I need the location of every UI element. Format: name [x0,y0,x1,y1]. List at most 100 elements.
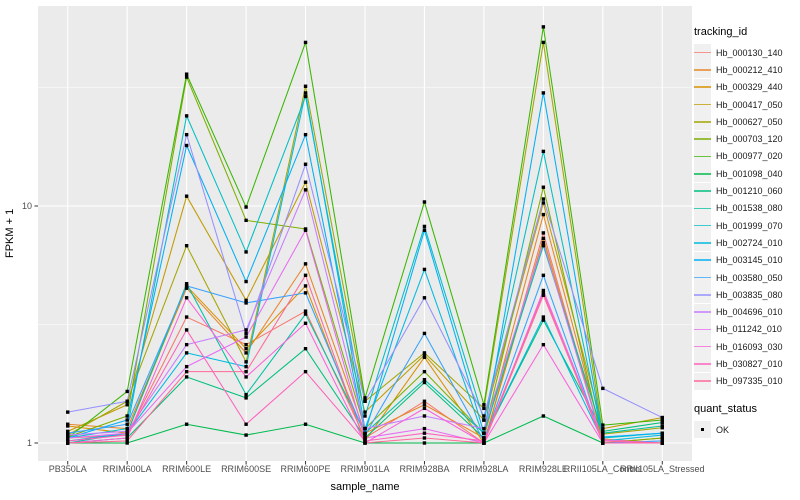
data-point [541,273,546,278]
line-swatch-icon [694,121,711,123]
data-point [422,426,427,431]
legend-row: Hb_001210_060 [694,182,798,200]
data-point [125,431,129,435]
data-point [541,212,546,217]
data-point [125,426,129,431]
data-point [184,75,189,79]
data-point [541,197,546,201]
line-swatch-icon [694,69,711,71]
data-point [422,351,427,355]
line-swatch-icon [694,224,711,227]
data-point [303,188,308,192]
data-point [184,282,189,286]
legend-row: Hb_004696_010 [694,303,798,321]
data-point [303,422,308,426]
data-point [541,236,546,241]
data-point [66,439,70,443]
data-point [422,369,427,374]
data-point [541,185,546,189]
data-point [363,439,367,443]
data-point [184,328,189,332]
x-tick-label: PB350LA [48,464,87,474]
legend-row: Hb_001538_080 [694,199,798,217]
data-point [303,132,308,137]
legend-key [694,303,711,321]
data-point [422,296,427,300]
data-point [244,392,248,397]
data-point [482,414,486,418]
data-point [541,291,546,295]
data-point [541,342,546,347]
data-point [541,40,546,45]
legend-key [694,61,711,79]
data-point [184,369,189,374]
data-point [66,422,70,426]
data-point [244,351,248,355]
data-point [541,318,546,322]
data-point [601,441,605,445]
data-point [660,441,664,445]
legend-key [694,320,711,338]
data-point [303,84,308,88]
quant-ok-key [694,421,711,439]
data-point [125,418,129,422]
data-point [66,431,70,435]
data-point [482,441,486,445]
data-point [184,284,189,288]
data-point [184,315,189,319]
legend-key [694,182,711,200]
data-point [541,231,546,235]
data-point [244,298,248,303]
data-point [660,426,664,430]
data-point [184,351,189,355]
data-point [422,224,427,229]
legend-label: Hb_002724_010 [716,237,783,248]
legend-key [694,130,711,148]
data-point [303,228,308,232]
line-swatch-icon [694,311,711,313]
data-point [303,180,308,184]
data-point [244,433,248,437]
data-point [244,369,248,374]
legend-title-tracking-id: tracking_id [694,26,748,38]
data-point [541,293,546,297]
legend-title-quant-status: quant_status [694,402,757,415]
legend-key [694,113,711,131]
legend-label: Hb_000627_050 [716,116,783,127]
data-point [482,431,486,435]
data-point [244,346,248,351]
legend-label: Hb_097335_010 [716,376,783,387]
data-point [363,396,367,400]
data-point [244,360,248,364]
data-point [125,441,129,445]
data-point [660,436,664,440]
line-swatch-icon [694,294,711,296]
data-point [303,284,308,288]
legend-label: Hb_001999_070 [716,220,783,231]
legend-label: Hb_000130_140 [716,47,783,58]
data-point [422,406,427,411]
data-point [660,418,664,422]
data-point [125,422,129,426]
data-point [482,418,486,422]
data-point [66,424,70,428]
x-tick-label: RRIM600LE [162,464,212,474]
data-point [184,364,189,369]
legend-key [694,338,711,356]
data-point [244,328,248,332]
data-point [184,132,189,137]
data-point [244,422,248,426]
data-point [184,296,189,300]
data-point [363,433,367,437]
data-point [660,420,664,425]
x-tick-label: RRIM928LA [459,464,509,474]
legend-label: Hb_016093_030 [716,341,783,352]
data-point [303,346,308,351]
legend-row: Hb_000977_020 [694,147,798,165]
data-point [541,201,546,205]
data-point [363,431,367,435]
legend-label: Hb_000212_410 [716,64,783,75]
data-point [303,321,308,325]
legend-key [694,199,711,217]
